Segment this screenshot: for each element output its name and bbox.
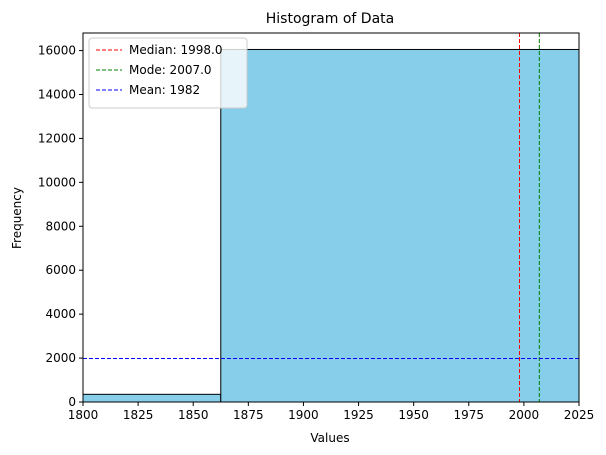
y-axis-label: Frequency [10,187,24,249]
x-axis: 1800 1825 1850 1875 1900 1925 1950 1975 2000 2025 [68,402,595,422]
histogram-bar-0 [82,393,222,403]
legend-label: Mode: 2007.0 [129,63,212,77]
y-tick-label: 16000 [38,44,76,58]
x-tick-label: 1975 [454,408,485,422]
legend-label: Median: 1998.0 [129,43,223,57]
chart-title: Histogram of Data [266,11,394,27]
y-tick-label: 12000 [38,131,76,145]
y-tick-label: 2000 [45,351,76,365]
x-axis-label: Values [310,431,349,445]
x-tick-label: 1875 [233,408,264,422]
x-tick-label: 2025 [564,408,595,422]
legend-label: Mean: 1982 [129,83,200,97]
x-tick-label: 1900 [288,408,319,422]
y-tick-label: 0 [68,395,76,409]
reference-lines-layer [83,33,579,402]
legend: Median: 1998.0 Mode: 2007.0 Mean: 1982 [88,37,248,109]
legend-box [88,37,248,109]
x-tick-label: 1850 [178,408,209,422]
histogram-bar-1 [220,48,580,403]
x-tick-label: 1800 [68,408,99,422]
y-tick-label: 8000 [45,219,76,233]
x-tick-label: 2000 [509,408,540,422]
x-tick-label: 1825 [123,408,154,422]
y-tick-label: 14000 [38,88,76,102]
y-tick-label: 4000 [45,307,76,321]
plot-frame [82,32,580,403]
y-axis: 0 2000 4000 6000 8000 10000 12000 14000 16000 [38,44,83,409]
y-tick-label: 10000 [38,175,76,189]
y-tick-label: 6000 [45,263,76,277]
x-tick-label: 1925 [343,408,374,422]
x-tick-label: 1950 [398,408,429,422]
